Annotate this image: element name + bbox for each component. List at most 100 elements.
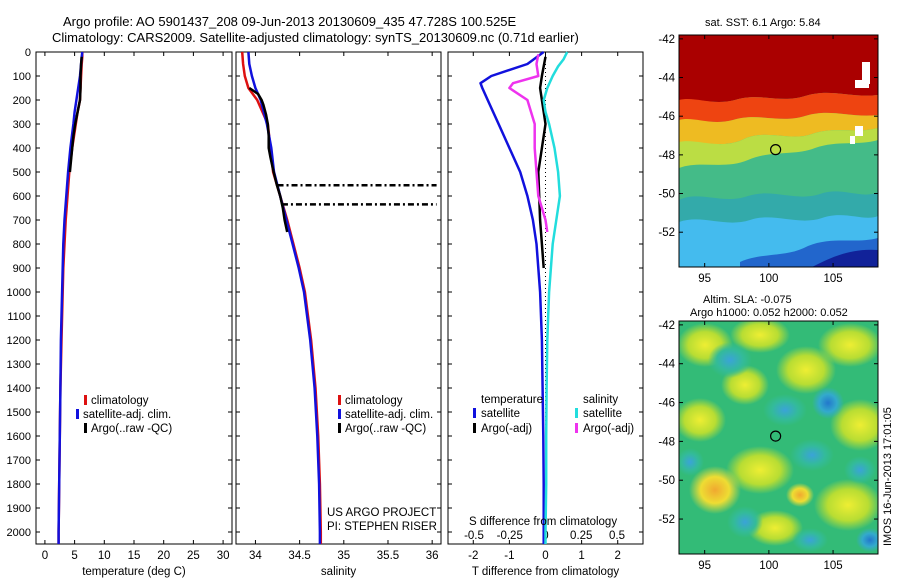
sst-map-axes: -42 -44 -46 -48 -50 -52 95 100 105 (658, 34, 878, 285)
map-y-tick-label: -44 (658, 73, 675, 85)
panel-frame (35, 51, 233, 545)
depth-tick-label: 100 (13, 71, 31, 83)
legend-swatch-satellite-adj (338, 409, 341, 419)
x-top-tick-label: 0.5 (609, 530, 625, 542)
legend-swatch-argo (338, 423, 341, 433)
depth-tick-label: 1100 (7, 311, 31, 323)
sst-nodata (850, 136, 855, 144)
map-x-tick-label: 100 (759, 273, 778, 285)
depth-tick-label: 1400 (7, 383, 31, 395)
map-x-tick-label: 105 (823, 273, 842, 285)
series-line-satellite (247, 51, 322, 544)
x-tick-label: 15 (128, 550, 141, 562)
x-tick-label: -1 (504, 550, 514, 562)
sst-warm-band (679, 35, 878, 102)
x-tick-label: 35 (337, 550, 350, 562)
depth-tick-label: 1900 (7, 503, 31, 515)
series-line-satellite (479, 50, 545, 544)
sst-map-title: sat. SST: 6.1 Argo: 5.84 (705, 17, 821, 29)
depth-tick-label: 1000 (7, 287, 31, 299)
legend-swatch-s-argo (575, 423, 578, 433)
depth-axis-labels: 0 100 200 300 400 500 600 700 800 900 1000 1100 1200… (7, 47, 31, 539)
x-tick-label: 0 (42, 550, 48, 562)
legend-swatch-climatology (338, 395, 341, 405)
legend-label-s-argo: Argo(-adj) (583, 423, 634, 435)
legend-swatch-satellite-adj (76, 409, 79, 419)
legend-label-climatology: climatology (91, 395, 149, 407)
map-y-tick-label: -42 (658, 320, 675, 332)
legend-title-temperature: temperature (481, 394, 543, 406)
x-top-tick-label: 0.25 (570, 530, 592, 542)
temperature-legend: climatology satellite-adj. clim. Argo(..… (76, 395, 172, 435)
imos-stamp: IMOS 16-Jun-2013 17:01:05 (882, 407, 894, 546)
depth-tick-label: 600 (13, 191, 31, 203)
depth-tick-label: 0 (25, 47, 31, 59)
x-tick-label: 5 (71, 550, 77, 562)
legend-label-t-argo: Argo(-adj) (481, 423, 532, 435)
legend-label-argo: Argo(..raw -QC) (345, 423, 426, 435)
x-tick-label: 36 (426, 550, 439, 562)
legend-swatch-argo (84, 423, 87, 433)
series-line-argo (68, 56, 83, 173)
argo-position-marker (770, 430, 782, 442)
sst-darkblue-band (812, 249, 878, 267)
legend-label-s-satellite: satellite (583, 408, 622, 420)
argo-position-marker (770, 144, 782, 156)
sst-map (679, 35, 878, 267)
x-top-tick-label: -0.25 (497, 530, 523, 542)
legend-label-satellite-adj: satellite-adj. clim. (83, 409, 171, 421)
x-tick-label: -2 (468, 550, 478, 562)
project-label: US ARGO PROJECT (327, 507, 436, 519)
x-tick-label: 10 (98, 550, 111, 562)
map-y-tick-label: -52 (658, 227, 675, 239)
salinity-legend: climatology satellite-adj. clim. Argo(..… (338, 395, 433, 435)
difference-panel: -2 -1 0 1 2 T difference from climatology -0.5… (447, 50, 644, 578)
x-tick-label: 34 (249, 550, 262, 562)
difference-legend: temperature salinity satellite Argo(-adj… (473, 394, 634, 435)
legend-label-satellite-adj: satellite-adj. clim. (345, 409, 433, 421)
map-y-tick-label: -50 (658, 189, 675, 201)
x-tick-label: 1 (578, 550, 584, 562)
legend-swatch-t-argo (473, 423, 476, 433)
sst-orange-band (679, 92, 878, 122)
map-y-tick-label: -50 (658, 475, 675, 487)
sst-lightgreen-band (679, 128, 878, 168)
sla-map-frame (678, 320, 879, 555)
map-x-tick-label: 100 (759, 560, 778, 572)
x-axis-label: temperature (deg C) (82, 566, 186, 578)
salinity-panel: 34 34.5 35 35.5 36 salinity (235, 51, 442, 578)
depth-tick-label: 700 (13, 215, 31, 227)
depth-tick-label: 2000 (7, 527, 31, 539)
x-tick-label: 35.5 (377, 550, 399, 562)
x-tick-label: 34.5 (288, 550, 310, 562)
map-y-tick-label: -48 (658, 150, 675, 162)
map-y-tick-label: -42 (658, 34, 675, 46)
panel-frame (235, 51, 442, 545)
depth-tick-label: 1700 (7, 455, 31, 467)
depth-tick-label: 1500 (7, 407, 31, 419)
sst-nodata (862, 62, 870, 84)
depth-tick-label: 200 (13, 95, 31, 107)
pi-label: PI: STEPHEN RISER (327, 521, 437, 533)
x-tick-label: 25 (187, 550, 200, 562)
sst-yellow-band (679, 112, 878, 145)
map-x-tick-label: 95 (698, 560, 711, 572)
sst-nodata (855, 80, 869, 88)
legend-label-climatology: climatology (345, 395, 403, 407)
series-line-argo_salinity (508, 54, 549, 233)
sst-nodata (855, 126, 863, 136)
depth-tick-label: 1800 (7, 479, 31, 491)
temperature-panel: 0 5 10 15 20 25 30 temperature (deg C) (35, 51, 233, 578)
x-top-tick-label: -0.5 (464, 530, 484, 542)
x-tick-label: 20 (157, 550, 170, 562)
s-difference-label: S difference from climatology (469, 516, 617, 528)
figure-title-line1: Argo profile: AO 5901437_208 09-Jun-2013… (63, 14, 517, 29)
series-line-satellite_salinity (542, 51, 569, 544)
map-y-tick-label: -46 (658, 398, 675, 410)
depth-tick-label: 800 (13, 239, 31, 251)
legend-swatch-climatology (84, 395, 87, 405)
map-y-tick-label: -52 (658, 514, 675, 526)
depth-tick-label: 500 (13, 167, 31, 179)
legend-swatch-s-satellite (575, 408, 578, 418)
